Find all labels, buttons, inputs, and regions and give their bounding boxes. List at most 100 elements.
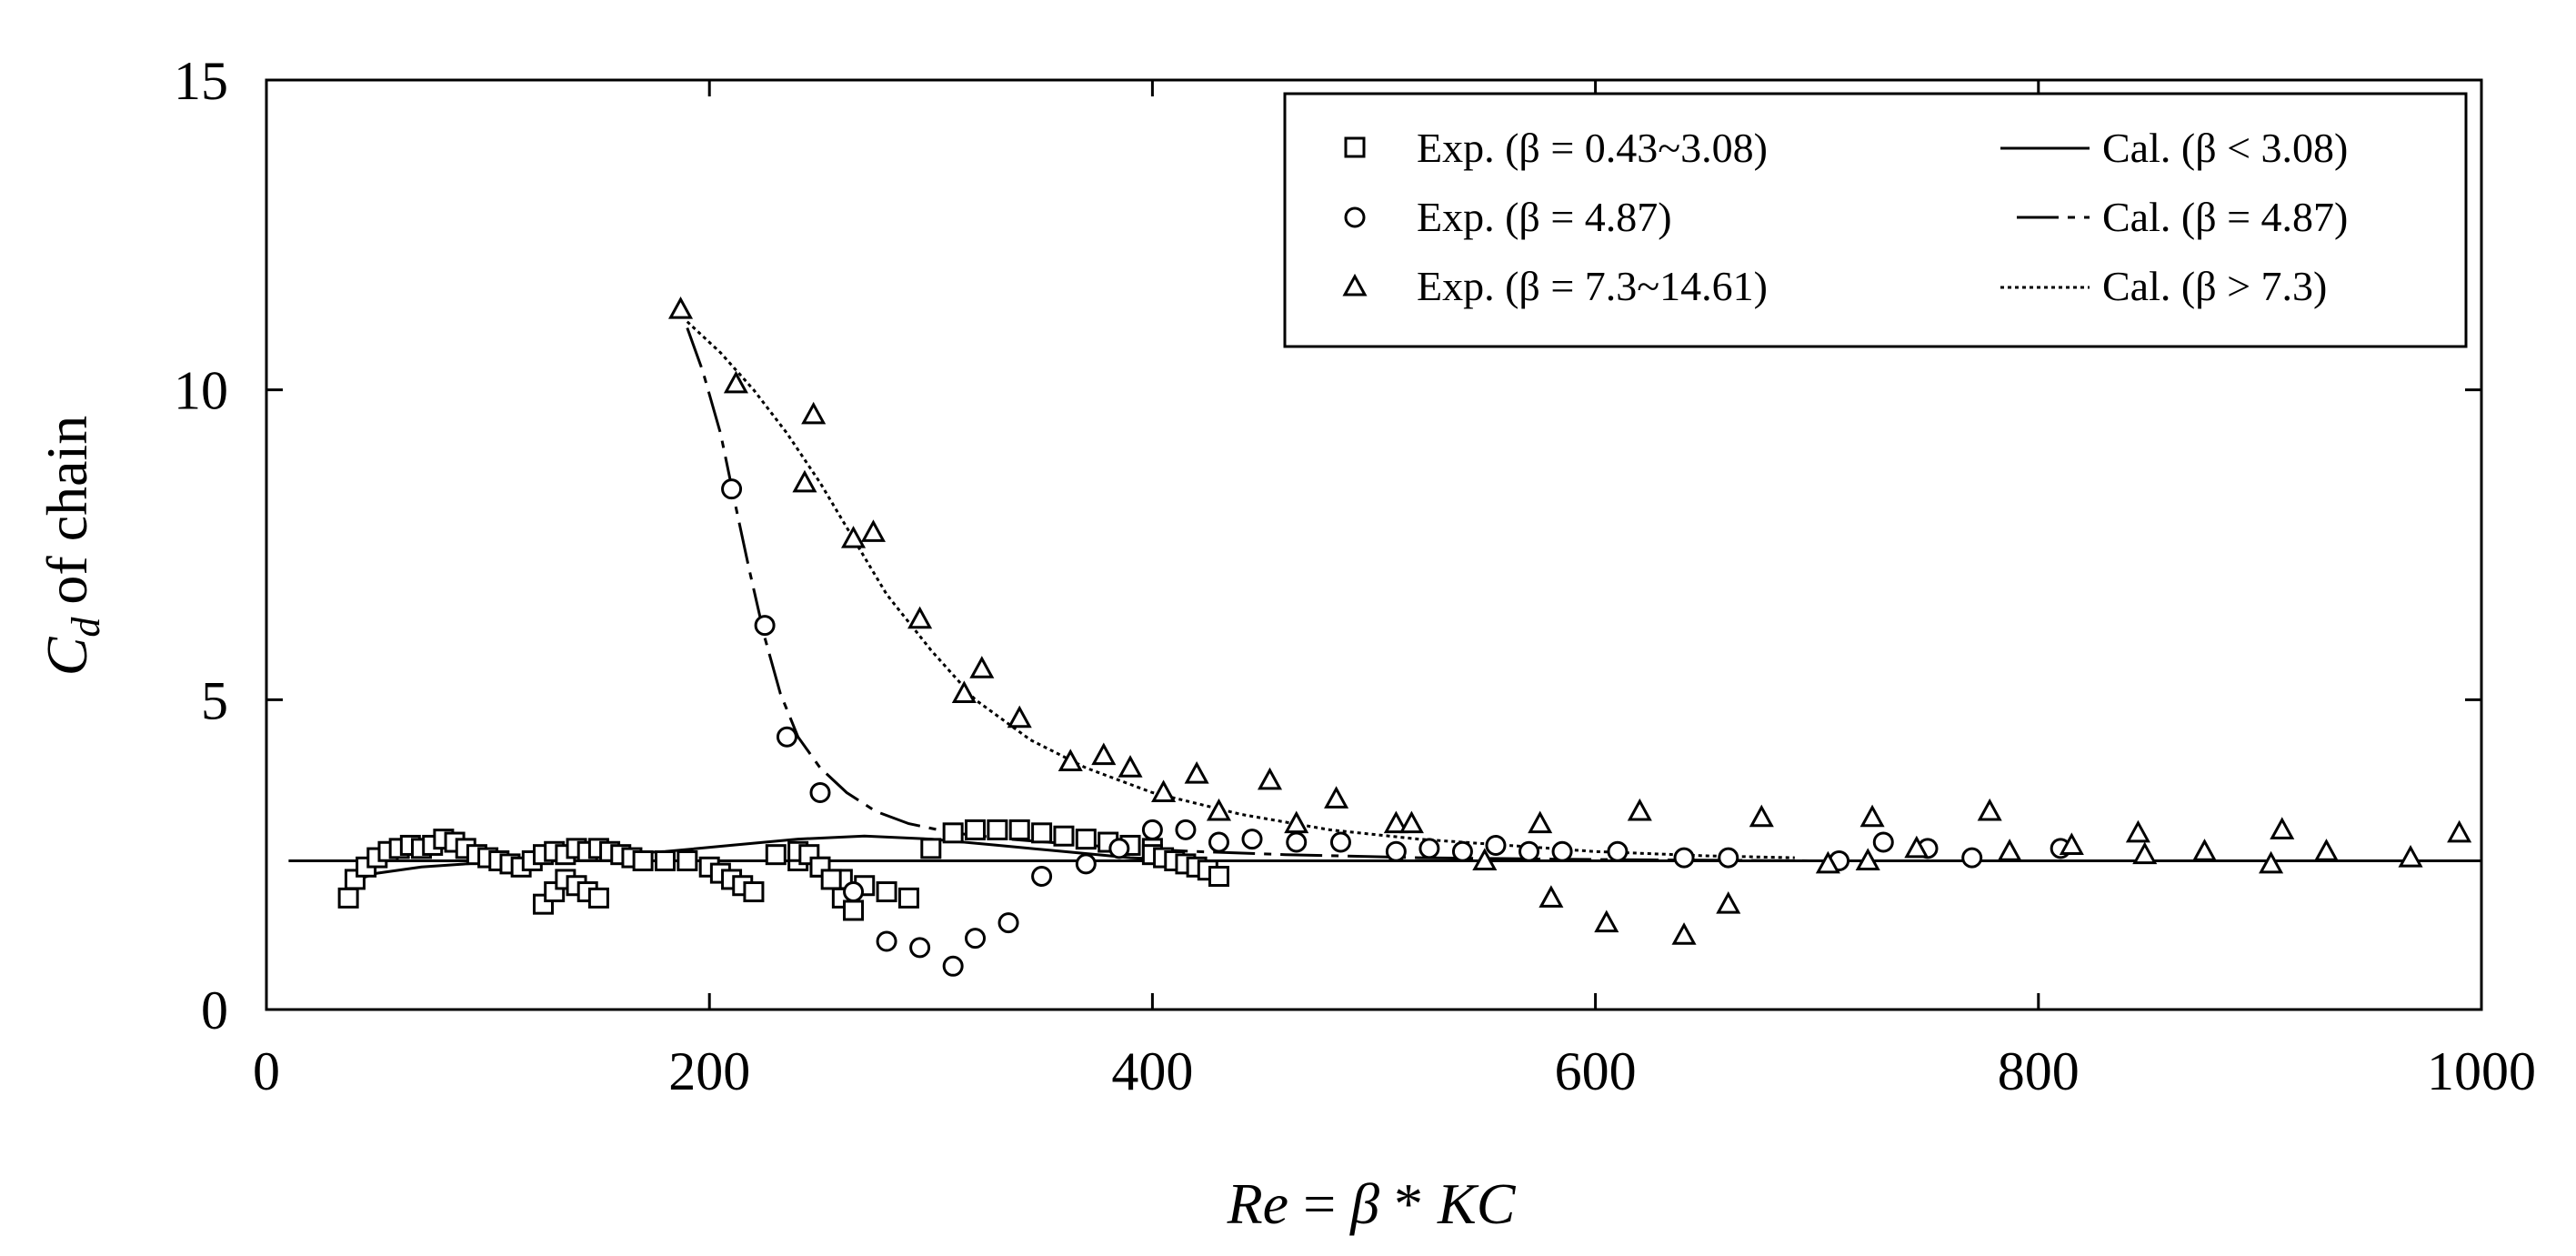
point-triangle bbox=[2191, 839, 2218, 861]
legend: Exp. (β = 0.43~3.08) Exp. (β = 4.87) Exp… bbox=[1283, 92, 2468, 348]
point-triangle bbox=[1977, 798, 2002, 821]
y-axis-label-sub: d bbox=[64, 617, 108, 638]
point-square bbox=[920, 838, 942, 859]
point-circle bbox=[1286, 831, 1308, 853]
point-triangle bbox=[1671, 922, 1697, 945]
point-triangle bbox=[1324, 786, 1349, 809]
point-triangle bbox=[1184, 760, 1209, 784]
legend-marker-square bbox=[1344, 136, 1366, 158]
point-triangle bbox=[1151, 779, 1177, 803]
point-triangle bbox=[1118, 755, 1143, 778]
point-circle bbox=[1551, 840, 1573, 862]
point-triangle bbox=[2398, 844, 2423, 868]
legend-label-cal-dotted: Cal. (β > 7.3) bbox=[2102, 263, 2327, 309]
legend-marker-circle bbox=[1344, 206, 1366, 228]
point-triangle bbox=[1539, 885, 1564, 908]
point-triangle bbox=[1257, 767, 1283, 790]
point-circle bbox=[1718, 847, 1739, 869]
point-triangle bbox=[969, 656, 995, 678]
point-square bbox=[965, 819, 987, 840]
point-triangle bbox=[2125, 819, 2150, 843]
point-circle bbox=[909, 937, 931, 959]
x-axis-label-kc: KC bbox=[1437, 1171, 1517, 1236]
point-triangle bbox=[2313, 839, 2340, 861]
point-triangle bbox=[1057, 749, 1083, 771]
point-square bbox=[677, 849, 698, 871]
x-tick-label: 0 bbox=[253, 1041, 280, 1101]
calculated-lines bbox=[288, 320, 2481, 884]
point-triangle bbox=[1528, 810, 1553, 834]
point-square bbox=[632, 849, 654, 871]
y-axis-label-c: C bbox=[35, 636, 99, 676]
point-circle bbox=[876, 930, 897, 952]
point-circle bbox=[1485, 834, 1507, 856]
point-circle bbox=[1141, 819, 1163, 840]
point-triangle bbox=[723, 370, 748, 394]
y-axis-label: Cd of chain bbox=[35, 416, 108, 677]
point-triangle bbox=[667, 296, 694, 319]
series-line-dashdot-1 bbox=[686, 327, 1818, 862]
legend-label-exp-circle: Exp. (β = 4.87) bbox=[1417, 194, 1672, 240]
point-triangle bbox=[860, 519, 887, 542]
y-axis-label-rest: of chain bbox=[35, 416, 99, 605]
point-triangle bbox=[841, 526, 867, 548]
point-triangle bbox=[1855, 848, 1880, 870]
y-axis-label-group: Cd of chain bbox=[35, 416, 108, 677]
point-triangle bbox=[2447, 819, 2472, 843]
x-tick-label: 1000 bbox=[2427, 1041, 2536, 1101]
point-square bbox=[587, 887, 609, 909]
point-square bbox=[1075, 829, 1097, 850]
point-square bbox=[1208, 866, 1229, 888]
point-circle bbox=[1385, 840, 1407, 862]
point-circle bbox=[942, 955, 964, 977]
y-tick-label: 5 bbox=[201, 670, 228, 730]
point-triangle bbox=[2059, 832, 2084, 855]
y-tick-label: 0 bbox=[201, 980, 228, 1040]
point-triangle bbox=[2132, 841, 2158, 865]
point-square bbox=[987, 819, 1008, 840]
point-square bbox=[337, 887, 359, 909]
point-triangle bbox=[1859, 804, 1885, 828]
point-triangle bbox=[792, 469, 817, 493]
x-tick-labels: 0 200 400 600 800 1000 bbox=[253, 1041, 2536, 1101]
x-axis-label-re: Re bbox=[1227, 1171, 1289, 1236]
point-triangle bbox=[1716, 891, 1741, 914]
tick-marks bbox=[265, 78, 2483, 1011]
point-triangle bbox=[2270, 817, 2295, 839]
legend-label-exp-square: Exp. (β = 0.43~3.08) bbox=[1417, 125, 1768, 171]
point-circle bbox=[997, 912, 1019, 934]
point-circle bbox=[1519, 840, 1540, 862]
legend-box bbox=[1283, 92, 2468, 348]
point-circle bbox=[1241, 829, 1263, 850]
point-square bbox=[654, 849, 676, 871]
point-circle bbox=[1075, 853, 1097, 875]
point-triangle bbox=[1383, 810, 1408, 834]
point-circle bbox=[809, 782, 831, 804]
x-axis-label-eq: = bbox=[1288, 1171, 1350, 1236]
x-axis-label: Re = β * KC bbox=[1227, 1171, 1517, 1236]
point-triangle bbox=[1007, 705, 1032, 728]
point-triangle bbox=[1091, 742, 1117, 766]
point-square bbox=[1008, 819, 1030, 840]
point-triangle bbox=[1627, 798, 1652, 821]
point-circle bbox=[1108, 838, 1130, 859]
point-circle bbox=[1872, 831, 1894, 853]
point-circle bbox=[1208, 831, 1229, 853]
x-tick-label: 600 bbox=[1555, 1041, 1637, 1101]
point-circle bbox=[754, 615, 776, 637]
point-triangle bbox=[801, 401, 827, 425]
point-triangle bbox=[1398, 810, 1424, 834]
point-circle bbox=[776, 726, 797, 748]
experimental-points bbox=[337, 296, 2472, 977]
x-axis-label-beta: β bbox=[1348, 1171, 1379, 1236]
x-tick-label: 400 bbox=[1111, 1041, 1193, 1101]
point-triangle bbox=[1206, 798, 1232, 821]
y-tick-labels: 0 5 10 15 bbox=[174, 51, 228, 1040]
point-square bbox=[876, 881, 897, 903]
point-circle bbox=[1961, 847, 1983, 869]
point-triangle bbox=[1749, 804, 1774, 828]
legend-label-cal-solid: Cal. (β < 3.08) bbox=[2102, 125, 2348, 171]
x-axis-label-star: * bbox=[1379, 1171, 1438, 1236]
legend-label-exp-triangle: Exp. (β = 7.3~14.61) bbox=[1417, 263, 1768, 309]
